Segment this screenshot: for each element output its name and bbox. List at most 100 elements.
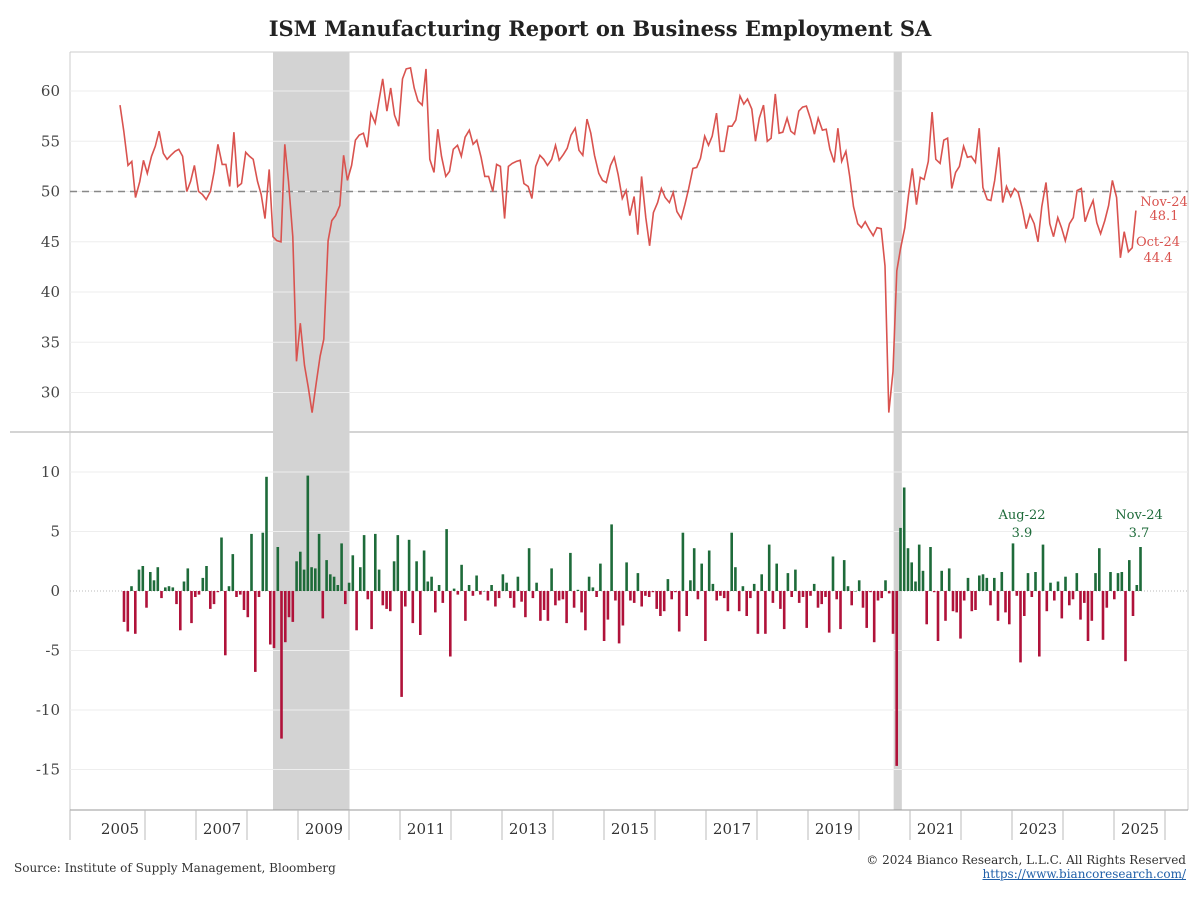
change-bar [1124,591,1127,662]
change-bar [554,591,557,606]
change-bar [779,591,782,609]
change-bar [831,556,835,591]
change-bar [632,591,636,603]
change-bar [1079,591,1082,620]
change-bar [595,591,598,597]
change-bar [794,569,797,591]
change-bar [130,586,133,591]
change-bar [407,539,411,591]
change-bar [351,555,355,591]
change-bar [460,564,463,591]
x-tick-label: 2021 [917,820,955,838]
change-bar [1120,572,1124,591]
change-bar [696,591,700,600]
change-bar [711,583,715,591]
change-bar [749,591,752,599]
y-tick-label: 30 [41,384,60,402]
x-tick-label: 2017 [713,820,751,838]
change-bar [310,567,313,591]
change-bar [951,591,955,612]
change-bar [741,586,745,591]
change-bar [194,591,197,597]
change-bar [1083,591,1086,603]
change-bar [212,591,216,605]
change-bar [850,591,853,606]
change-bar [610,524,613,591]
x-tick-label: 2023 [1019,820,1057,838]
y-tick-label: 10 [41,463,60,481]
change-bar [1068,591,1071,606]
website-link[interactable]: https://www.biancoresearch.com/ [982,867,1186,881]
change-bar [872,591,876,643]
change-bar [216,591,220,593]
change-bar [707,550,711,591]
change-bar [336,585,340,591]
change-bar [452,588,456,591]
change-bar [824,591,827,597]
change-bar [329,574,332,591]
change-bar [377,569,381,591]
change-bar [479,591,482,595]
change-bar [970,591,974,612]
change-bar [921,570,925,591]
change-bar [494,591,497,607]
change-bar [1034,572,1037,591]
change-bar [374,533,377,591]
employment-line [119,66,1137,413]
change-bar [355,591,358,631]
change-bar [715,591,718,601]
change-bar [700,563,703,591]
change-bar [786,573,790,591]
change-bar [1105,591,1109,608]
change-bar [321,591,325,619]
change-bar [726,591,730,612]
change-bar [745,591,748,616]
annotation-nov24-value: 48.1 [1150,209,1179,224]
annotation-nov24b-value: 3.7 [1129,526,1150,541]
change-bar [482,591,486,592]
change-bar [1004,591,1007,613]
change-bar [1045,591,1049,612]
change-bar [1049,582,1052,591]
change-bar [145,591,148,608]
change-bar [940,570,943,591]
change-bar [842,560,846,591]
change-bar [636,573,640,591]
change-bar [1030,591,1034,597]
change-bar [302,569,306,591]
change-bar [269,591,272,645]
change-bar [861,591,865,608]
change-bar [501,574,505,591]
change-bar [449,591,452,657]
change-bar [141,566,145,591]
change-bar [389,591,392,612]
change-bar [276,547,280,591]
change-bar [535,582,538,591]
change-bar [126,591,130,632]
annotation-nov24b-label: Nov-24 [1115,508,1162,523]
change-bar [947,568,951,591]
change-bar [1098,548,1101,591]
change-bar [542,591,546,610]
change-bar [565,591,568,624]
change-bar [1000,572,1004,591]
change-bar [220,537,223,591]
change-bar [621,591,625,626]
change-bar [962,591,966,601]
change-bar [734,567,737,591]
change-bar [291,591,295,622]
change-bar [235,591,238,597]
change-bar [816,591,820,608]
change-bar [550,568,553,591]
change-bar [441,591,445,603]
change-bar [771,591,775,603]
change-bar [265,476,268,591]
change-bar [284,591,287,643]
change-bar [445,529,448,591]
change-bar [670,591,673,600]
change-bar [467,585,471,591]
change-bar [272,591,276,649]
change-bar [966,577,970,591]
change-bar [1135,585,1139,591]
